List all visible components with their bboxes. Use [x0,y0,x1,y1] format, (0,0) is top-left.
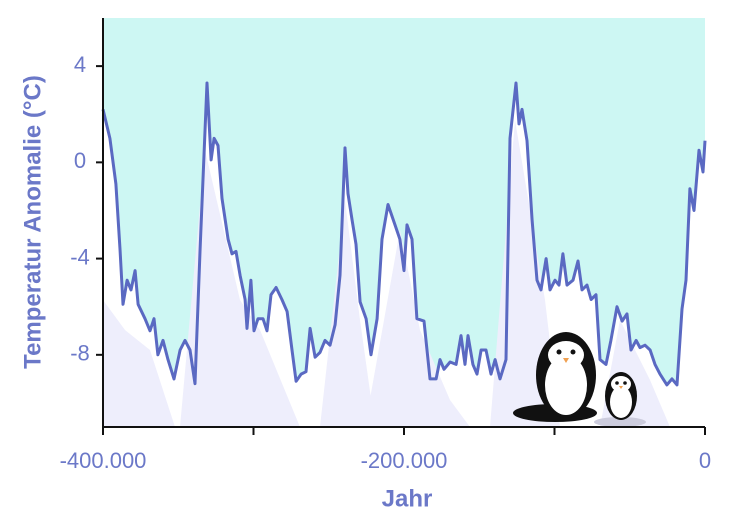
x-tick-label: 0 [699,448,711,473]
x-axis-label: Jahr [382,485,433,512]
y-axis-label: Temperatur Anomalie (°C) [19,75,46,369]
penguin-illustration [513,332,646,427]
area-above [103,18,705,385]
x-tick-label: -400.000 [60,448,147,473]
y-tick-label: -8 [70,341,90,366]
y-tick-label: 0 [74,148,86,173]
x-tick-label: -200.000 [361,448,448,473]
y-tick-label: -4 [70,244,90,269]
y-tick-label: 4 [74,52,86,77]
temperature-line [101,81,707,387]
